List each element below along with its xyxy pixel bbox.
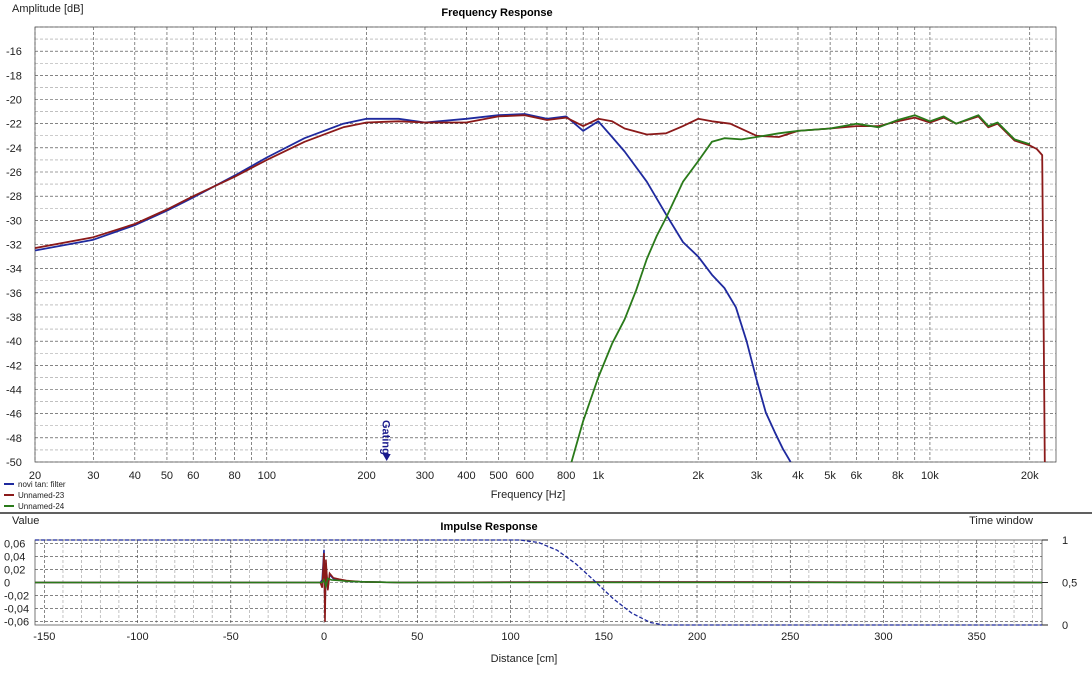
x-tick-label: 20 (29, 470, 41, 482)
x-tick-label: -100 (127, 631, 149, 643)
x-tick-label: 800 (557, 470, 575, 482)
legend-entry: Unnamed-23 (18, 491, 65, 500)
x-tick-label: 50 (411, 631, 423, 643)
y-tick-label: -36 (6, 288, 22, 300)
impulse-series-2 (35, 577, 1042, 590)
y-tick-label: -18 (6, 70, 22, 82)
x-axis-title: Distance [cm] (491, 653, 558, 665)
x-tick-label: 600 (516, 470, 534, 482)
y-tick-label: -38 (6, 312, 22, 324)
legend-entry: novi tan: filter (18, 480, 66, 489)
x-tick-label: 80 (229, 470, 241, 482)
x-tick-label: 6k (851, 470, 863, 482)
x-tick-label: 300 (416, 470, 434, 482)
y2-tick-label: 1 (1062, 535, 1068, 547)
x-tick-label: 8k (892, 470, 904, 482)
x-tick-label: 100 (258, 470, 276, 482)
x-tick-label: 10k (921, 470, 939, 482)
chart-title: Impulse Response (440, 521, 537, 533)
y-tick-label: -0,02 (4, 591, 29, 603)
chart-title: Frequency Response (441, 7, 552, 19)
frequency-plot-border (34, 26, 1057, 463)
x-tick-label: 5k (824, 470, 836, 482)
y2-axis-title: Time window (969, 515, 1033, 527)
y-tick-label: -24 (6, 143, 22, 155)
x-tick-label: 150 (595, 631, 613, 643)
x-tick-label: 30 (87, 470, 99, 482)
y-tick-label: -20 (6, 95, 22, 107)
y-tick-label: 0 (4, 578, 10, 590)
x-tick-label: 40 (129, 470, 141, 482)
x-tick-label: 20k (1021, 470, 1039, 482)
y2-tick-label: 0 (1062, 620, 1068, 632)
x-tick-label: 50 (161, 470, 173, 482)
x-tick-label: 250 (781, 631, 799, 643)
frequency-grid-horizontal (35, 26, 1056, 463)
y-tick-label: -30 (6, 215, 22, 227)
y-tick-label: -48 (6, 433, 22, 445)
y-axis-title: Amplitude [dB] (12, 3, 84, 15)
y-tick-label: -26 (6, 167, 22, 179)
y-tick-label: 0,04 (4, 551, 25, 563)
y-tick-label: -0,06 (4, 617, 29, 629)
gating-label: Gating (380, 420, 392, 455)
y-tick-label: -50 (6, 457, 22, 469)
x-tick-label: 0 (321, 631, 327, 643)
y-axis-title: Value (12, 515, 39, 527)
y-tick-label: -22 (6, 119, 22, 131)
impulse-series-3 (35, 539, 1042, 626)
x-axis-title: Frequency [Hz] (491, 489, 566, 501)
y-tick-label: -28 (6, 191, 22, 203)
x-tick-label: 350 (968, 631, 986, 643)
series-line-2 (570, 114, 1030, 462)
y-tick-label: -0,04 (4, 604, 29, 616)
x-tick-label: -150 (33, 631, 55, 643)
y-tick-label: 0,02 (4, 564, 25, 576)
y-tick-label: -34 (6, 264, 22, 276)
y-tick-label: -44 (6, 385, 22, 397)
gating-marker: Gating (380, 420, 392, 461)
x-tick-label: 200 (688, 631, 706, 643)
x-tick-label: 1k (593, 470, 605, 482)
x-tick-label: 2k (692, 470, 704, 482)
y2-tick-label: 0,5 (1062, 578, 1077, 590)
y-tick-label: -16 (6, 46, 22, 58)
x-tick-label: 60 (187, 470, 199, 482)
x-tick-label: 100 (501, 631, 519, 643)
x-tick-label: -50 (223, 631, 239, 643)
x-tick-label: 500 (489, 470, 507, 482)
x-tick-label: 400 (457, 470, 475, 482)
x-tick-label: 300 (874, 631, 892, 643)
y-tick-label: -42 (6, 360, 22, 372)
y-tick-label: -46 (6, 409, 22, 421)
x-tick-label: 200 (357, 470, 375, 482)
y-tick-label: -40 (6, 336, 22, 348)
gating-arrow (382, 454, 391, 461)
x-tick-label: 4k (792, 470, 804, 482)
legend-entry: Unnamed-24 (18, 502, 65, 511)
y-tick-label: -32 (6, 240, 22, 252)
series-line-0 (35, 113, 792, 462)
x-tick-label: 3k (751, 470, 763, 482)
y-tick-label: 0,06 (4, 538, 25, 550)
